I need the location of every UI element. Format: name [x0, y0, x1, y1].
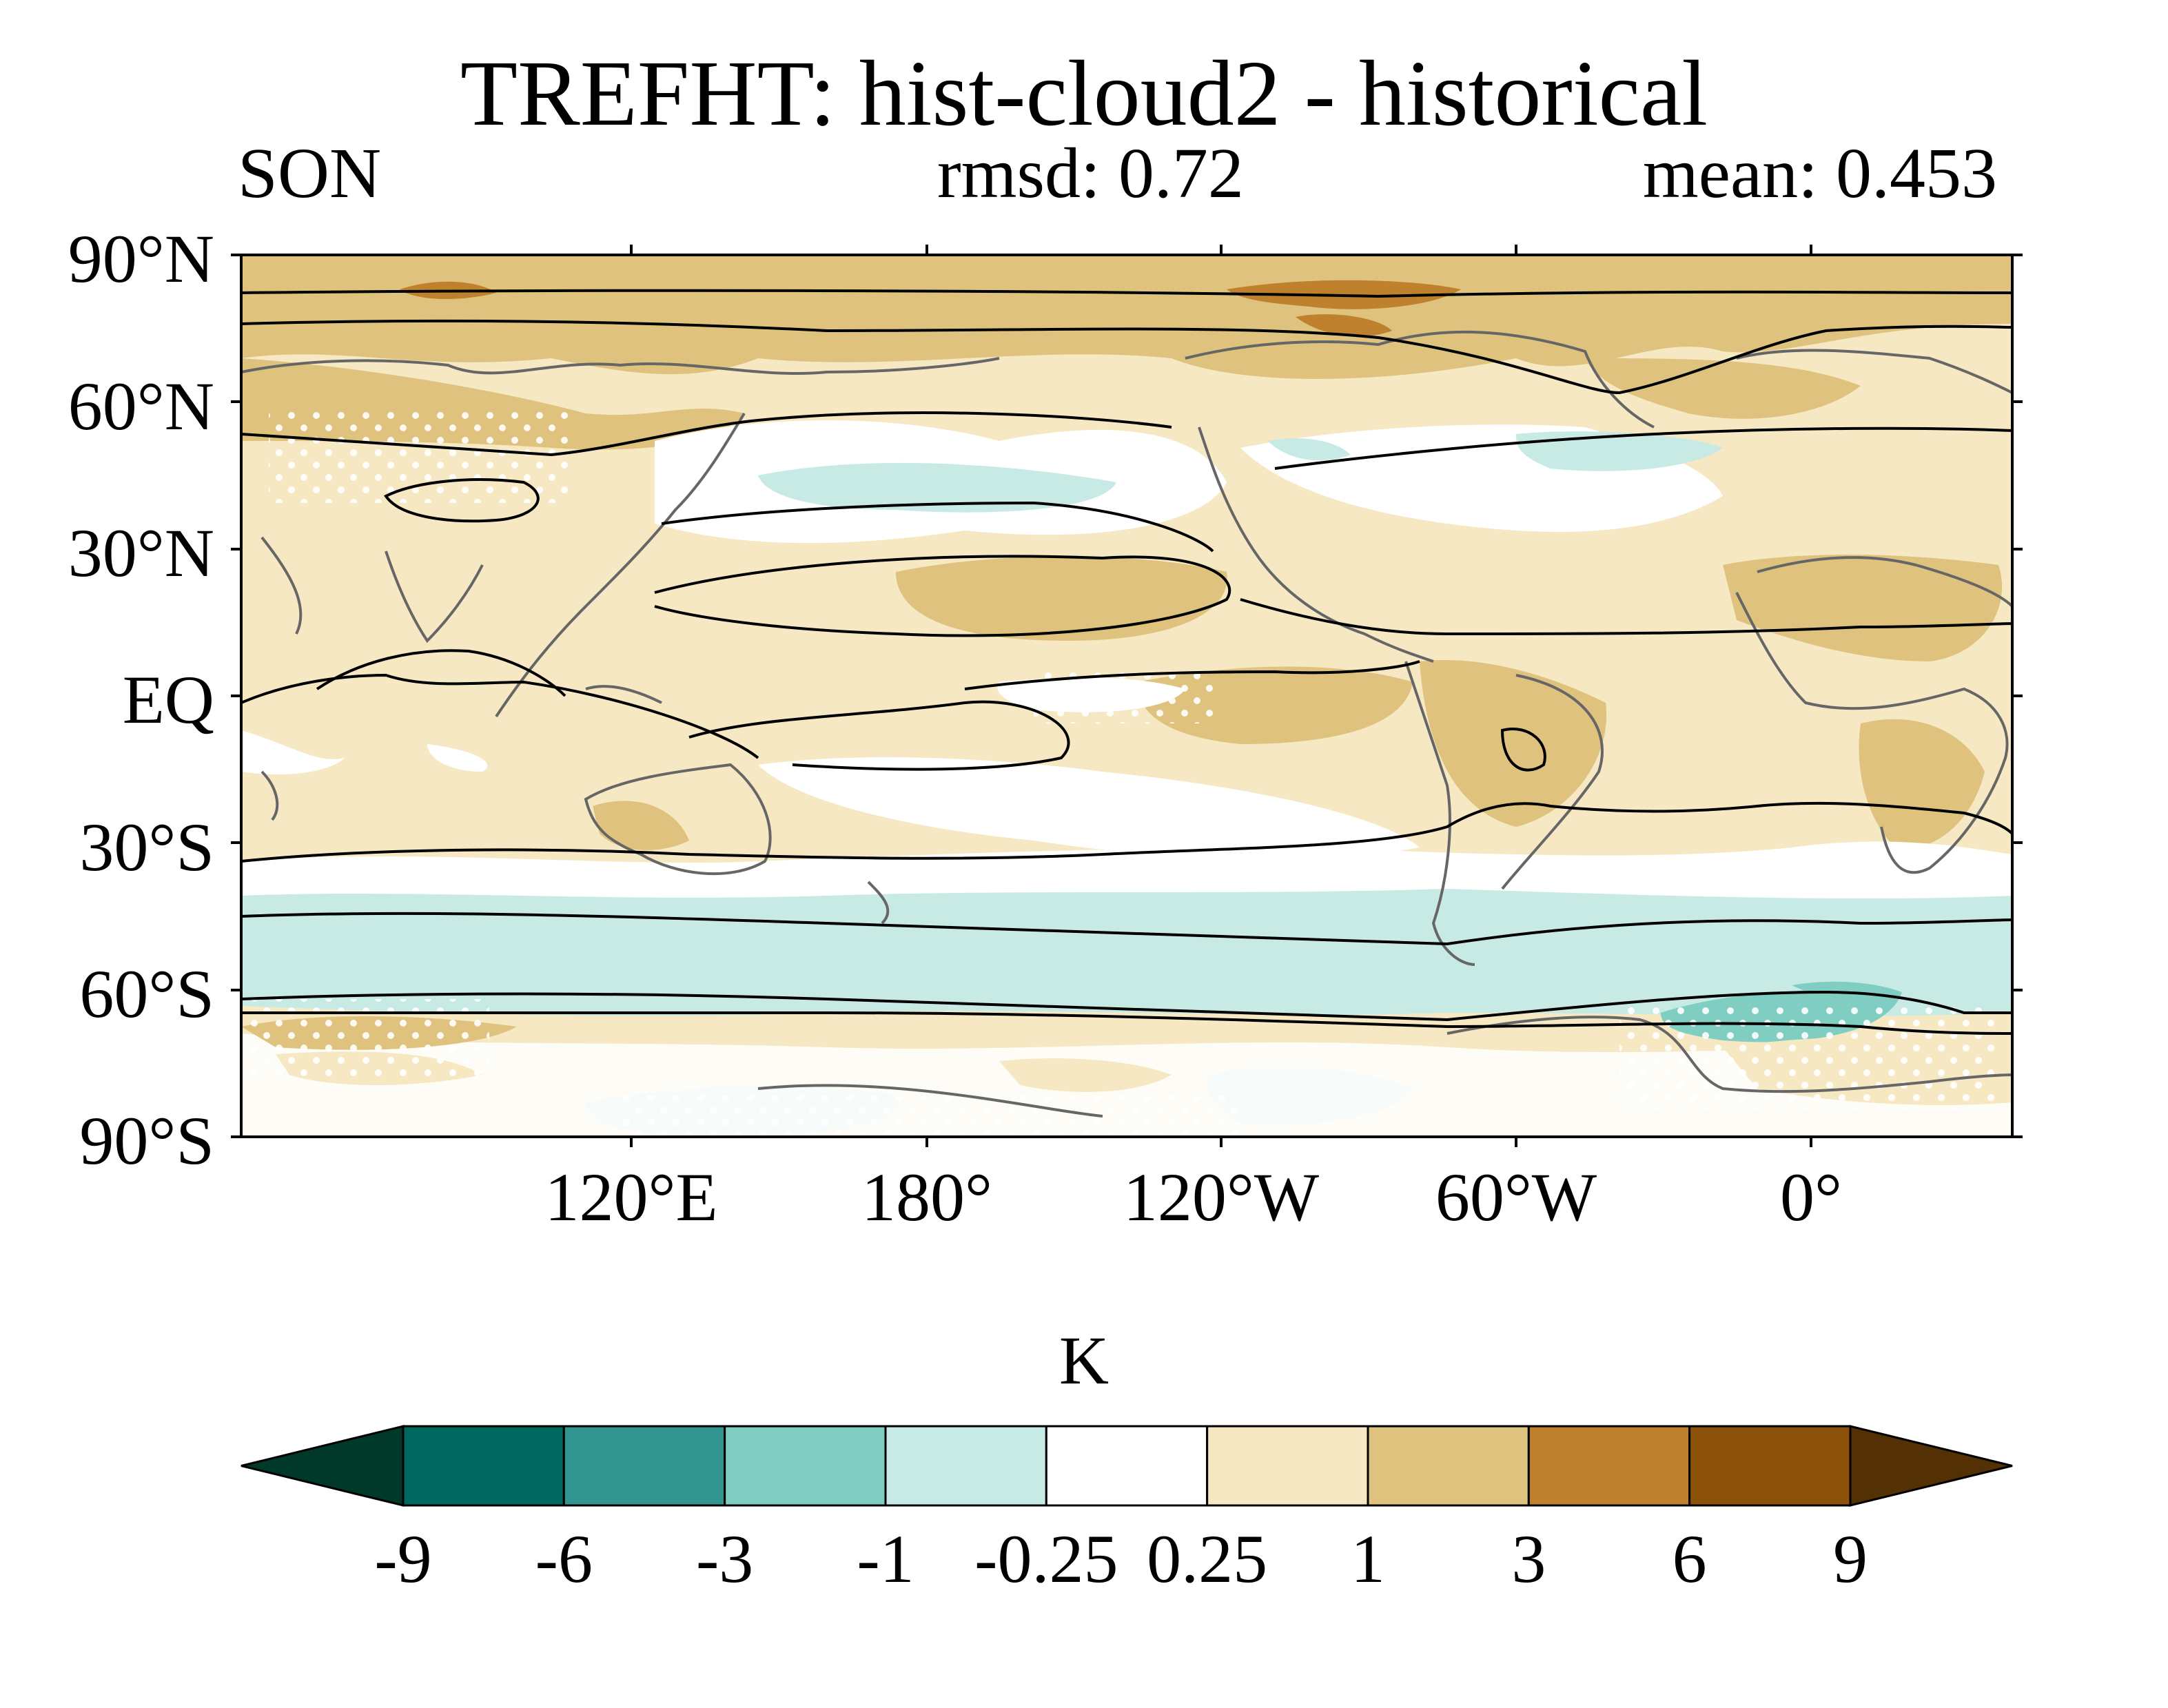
- lat-label-30n: 30°N: [68, 515, 214, 591]
- colorbar-tick-label: 3: [1511, 1521, 1546, 1597]
- lat-label-30s: 30°S: [79, 809, 214, 885]
- plot-title: TREFHT: hist-cloud2 - historical: [460, 42, 1708, 145]
- lon-label-180: 180°: [861, 1159, 992, 1235]
- colorbar-bin: [724, 1425, 887, 1507]
- colorbar-bin: [1045, 1425, 1209, 1507]
- colorbar-tick-label: -6: [535, 1521, 593, 1597]
- map-field: [241, 255, 2012, 1137]
- colorbar-max-extension: [1849, 1425, 2013, 1507]
- colorbar-tick-label: 1: [1351, 1521, 1385, 1597]
- colorbar-bin: [1206, 1425, 1369, 1507]
- colorbar-tick-label: 9: [1833, 1521, 1868, 1597]
- colorbar-unit: K: [1059, 1322, 1109, 1399]
- lat-label-90n: 90°N: [68, 220, 214, 297]
- colorbar-bin: [1688, 1425, 1852, 1507]
- rmsd-label: rmsd: 0.72: [937, 134, 1244, 213]
- colorbar-tick-label: -1: [857, 1521, 914, 1597]
- lon-label-120e: 120°E: [544, 1159, 718, 1235]
- colorbar-bin: [402, 1425, 565, 1507]
- lat-label-60s: 60°S: [79, 956, 214, 1032]
- colorbar-bin: [884, 1425, 1047, 1507]
- lat-label-eq: EQ: [122, 661, 214, 738]
- lon-ticks: [630, 245, 1812, 1147]
- colorbar-tick-label: -3: [696, 1521, 754, 1597]
- season-label: SON: [238, 134, 382, 213]
- colorbar-tick-label: 6: [1672, 1521, 1707, 1597]
- lat-ticks: [231, 254, 2023, 1138]
- colorbar-bin: [1527, 1425, 1691, 1507]
- contours: [241, 289, 2012, 1035]
- lat-label-60n: 60°N: [68, 368, 214, 444]
- lat-label-90s: 90°S: [79, 1102, 214, 1179]
- colorbar: [241, 1425, 2013, 1507]
- lon-label-0: 0°: [1780, 1159, 1842, 1235]
- colorbar-bin: [562, 1425, 726, 1507]
- colorbar-min-extension: [241, 1425, 405, 1507]
- lon-label-60w: 60°W: [1435, 1159, 1597, 1235]
- coastlines: [241, 330, 2012, 1118]
- mean-label: mean: 0.453: [1642, 134, 1997, 213]
- colorbar-tick-label: 0.25: [1147, 1521, 1268, 1597]
- lon-label-120w: 120°W: [1123, 1159, 1320, 1235]
- colorbar-tick-label: -0.25: [974, 1521, 1118, 1597]
- colorbar-tick-label: -9: [374, 1521, 432, 1597]
- colorbar-bin: [1367, 1425, 1530, 1507]
